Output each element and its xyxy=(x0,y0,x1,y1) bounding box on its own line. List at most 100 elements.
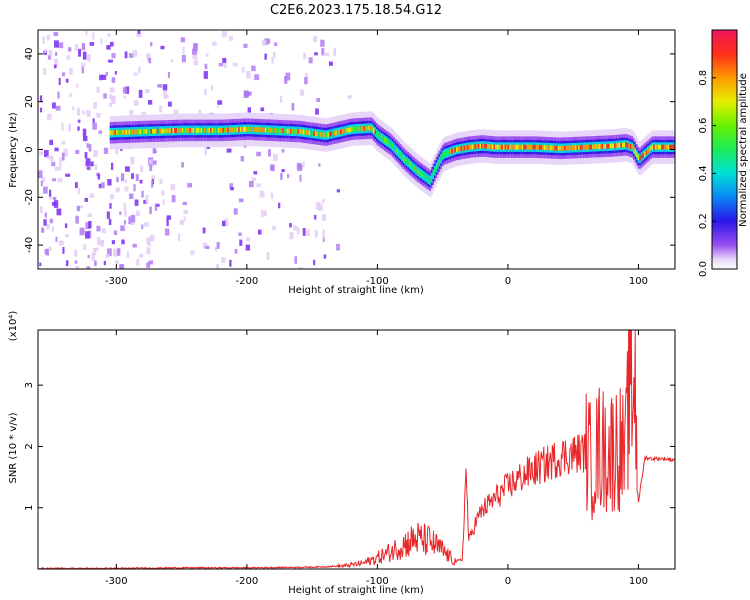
spectrogram-noise-cell xyxy=(193,43,198,52)
spectrogram-ridge-cell xyxy=(551,145,554,151)
colorbar-tick-label: 0.8 xyxy=(698,70,709,86)
spectrogram-noise-cell xyxy=(205,245,210,250)
colorbar-tick-label: 0.4 xyxy=(698,165,709,181)
spectrogram-ridge-cell xyxy=(134,129,138,135)
spectrogram-noise-cell xyxy=(111,77,116,83)
spectrogram-noise-cell xyxy=(46,224,50,230)
spectrogram-ridge-cell xyxy=(427,176,430,182)
spectrogram-noise-cell xyxy=(306,229,310,236)
spectrogram-noise-cell xyxy=(93,150,98,158)
spectrogram-ridge-cell xyxy=(408,161,412,167)
spectrogram-ridge-cell xyxy=(596,144,600,150)
spectrogram-noise-cell xyxy=(289,232,294,240)
spectrogram-ridge-cell xyxy=(426,175,429,181)
spectrogram-noise-cell xyxy=(108,94,112,100)
spectrogram-noise-cell xyxy=(120,173,125,182)
spectrogram-noise-cell xyxy=(136,210,140,216)
spectrogram-noise-cell xyxy=(47,55,52,60)
spectrogram-noise-cell xyxy=(272,225,276,231)
spectrogram-noise-cell xyxy=(183,216,186,222)
spectrogram-ridge-cell xyxy=(377,132,380,138)
spectrogram-noise-cell xyxy=(124,186,129,192)
spectrogram-noise-cell xyxy=(124,166,130,172)
spectrogram-ridge-cell xyxy=(647,148,650,154)
spectrogram-ridge-cell xyxy=(120,129,123,135)
spectrogram-noise-cell xyxy=(64,223,68,229)
spectrogram-noise-cell xyxy=(96,225,101,232)
spectrogram-ridge-cell xyxy=(197,127,200,133)
spectrogram-noise-cell xyxy=(54,58,58,66)
spectrogram-ridge-cell xyxy=(231,127,235,133)
spectrogram-noise-cell xyxy=(238,198,244,203)
spectrogram-ridge-cell xyxy=(459,146,462,152)
spectrogram-noise-cell xyxy=(44,212,47,218)
spectrogram-noise-cell xyxy=(247,107,252,114)
spectrogram-noise-cell xyxy=(246,237,251,242)
spectrogram-noise-cell xyxy=(98,130,103,134)
spectrogram-ridge-cell xyxy=(371,126,374,131)
spectrogram-noise-cell xyxy=(148,260,154,265)
spectrogram-noise-cell xyxy=(291,102,295,111)
spectrogram-ridge-cell xyxy=(153,128,156,134)
spectrogram-noise-cell xyxy=(238,232,242,236)
spectrogram-ridge-cell xyxy=(441,153,445,159)
spectrogram-noise-cell xyxy=(137,30,141,34)
spectrogram-noise-cell xyxy=(87,166,90,170)
spectrogram-ridge-cell xyxy=(656,144,659,150)
spectrogram-ridge-cell xyxy=(553,145,556,151)
spectrogram-ridge-cell xyxy=(604,143,607,149)
spectrogram-noise-cell xyxy=(77,119,81,123)
spectrogram-ridge-cell xyxy=(258,127,261,133)
spectrogram-ridge-cell xyxy=(491,144,495,150)
snr-y-axis-title: SNR (10 * v/v) xyxy=(8,412,19,483)
x-tick-label: 100 xyxy=(629,276,648,287)
spectrogram-ridge-cell xyxy=(230,127,233,133)
spectrogram-ridge-cell xyxy=(468,144,471,150)
spectrogram-noise-cell xyxy=(314,214,317,220)
spectrogram-ridge-cell xyxy=(637,155,640,161)
spectrogram-ridge-cell xyxy=(487,144,490,149)
spectrogram-ridge-cell xyxy=(354,126,357,132)
spectrogram-ridge-cell xyxy=(673,144,675,150)
spectrogram-ridge-cell xyxy=(253,127,257,132)
spectrogram-noise-cell xyxy=(177,233,181,241)
spectrogram-ridge-cell xyxy=(554,145,557,151)
spectrogram-ridge-cell xyxy=(369,125,373,131)
spectrogram-ridge-cell xyxy=(261,127,264,133)
spectrogram-ridge-cell xyxy=(434,168,437,174)
spectrogram-noise-cell xyxy=(150,42,153,47)
spectrogram-noise-cell xyxy=(206,145,210,150)
spectrogram-ridge-cell xyxy=(542,145,545,150)
spectrogram-noise-cell xyxy=(149,206,152,215)
spectrogram-ridge-cell xyxy=(485,143,488,149)
spectrogram-ridge-cell xyxy=(668,144,672,150)
spectrogram-ridge-cell xyxy=(581,144,584,150)
spectrogram-noise-cell xyxy=(74,44,79,51)
spectrogram-noise-cell xyxy=(141,190,144,198)
spectrogram-noise-cell xyxy=(57,178,63,183)
spectrogram-noise-cell xyxy=(61,72,66,77)
spectrogram-ridge-cell xyxy=(172,128,175,134)
spectrogram-noise-cell xyxy=(149,234,155,242)
spectrogram-noise-cell xyxy=(299,174,302,182)
spectrogram-noise-cell xyxy=(81,43,86,50)
colorbar-tick-label: 0.2 xyxy=(698,213,709,229)
spectrogram-ridge-cell xyxy=(357,126,360,132)
spectrogram-ridge-cell xyxy=(457,146,460,152)
spectrogram-noise-cell xyxy=(143,199,148,204)
spectrogram-noise-cell xyxy=(103,93,107,99)
spectrogram-noise-cell xyxy=(88,230,92,239)
spectrogram-noise-cell xyxy=(256,151,262,157)
spectrogram-ridge-cell xyxy=(531,144,534,150)
spectrogram-noise-cell xyxy=(51,201,56,206)
spectrogram-noise-cell xyxy=(121,239,125,245)
spectrogram-ridge-cell xyxy=(311,130,315,136)
spectrogram-noise-cell xyxy=(77,187,81,194)
spectrogram-ridge-cell xyxy=(308,130,311,136)
spectrogram-ridge-cell xyxy=(112,130,116,136)
spectrogram-noise-cell xyxy=(85,158,91,166)
spectrogram-ridge-cell xyxy=(437,161,440,167)
spectrogram-ridge-cell xyxy=(329,131,332,137)
spectrogram-noise-cell xyxy=(321,47,324,55)
spectrogram-noise-cell xyxy=(240,155,245,162)
